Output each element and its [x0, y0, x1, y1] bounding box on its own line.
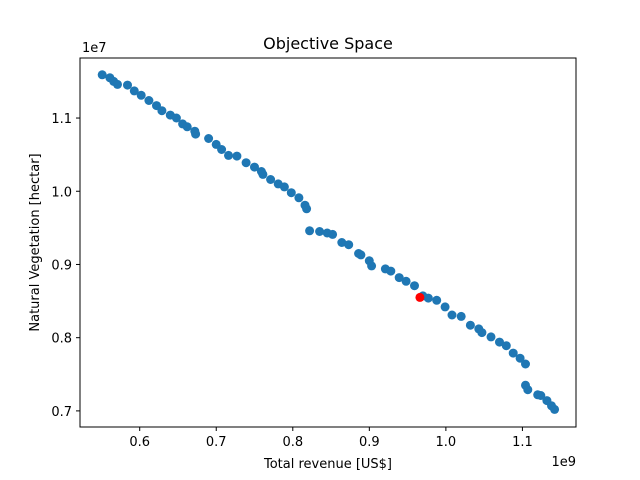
- selected-data-point: [415, 292, 425, 302]
- data-point: [171, 113, 181, 123]
- data-point: [523, 385, 533, 395]
- plot-area: [97, 70, 560, 414]
- y-tick-label: 0.7: [51, 405, 72, 420]
- data-point: [305, 226, 315, 236]
- data-point: [232, 151, 242, 161]
- data-point: [204, 134, 214, 143]
- data-point: [356, 250, 366, 260]
- data-point: [129, 86, 139, 96]
- x-axis-label: Total revenue [US$]: [263, 457, 392, 472]
- data-point: [536, 391, 546, 400]
- y-axis-label: Natural Vegetation [hectar]: [28, 153, 43, 331]
- x-tick-label: 0.7: [206, 435, 227, 450]
- data-point: [521, 359, 530, 369]
- selected-solution-series: [415, 292, 425, 302]
- data-point: [423, 293, 433, 303]
- data-point: [113, 79, 122, 89]
- x-offset-label: 1e9: [551, 455, 576, 470]
- data-point: [97, 70, 107, 80]
- data-point: [144, 96, 154, 105]
- data-point: [157, 106, 167, 116]
- data-point: [477, 328, 487, 338]
- data-point: [394, 273, 404, 283]
- data-point: [508, 348, 518, 358]
- x-tick-label: 0.9: [359, 435, 380, 450]
- y-tick-label: 0.9: [51, 258, 72, 273]
- pareto-series: [97, 70, 560, 414]
- y-offset-label: 1e7: [82, 41, 107, 56]
- data-point: [266, 175, 276, 184]
- data-point: [328, 229, 338, 239]
- data-point: [182, 122, 192, 132]
- data-point: [410, 281, 419, 291]
- chart-title: Objective Space: [263, 34, 393, 53]
- data-point: [258, 169, 268, 179]
- data-point: [447, 310, 457, 320]
- data-point: [279, 182, 289, 192]
- data-point: [456, 311, 466, 321]
- data-point: [367, 261, 377, 271]
- y-axis: 0.7 0.8 0.9 1.0 1.1: [51, 112, 80, 420]
- x-tick-label: 1.1: [512, 435, 533, 450]
- data-point: [302, 204, 312, 214]
- data-point: [432, 295, 442, 305]
- axes-frame: [79, 57, 577, 428]
- data-point: [386, 266, 396, 276]
- data-point: [136, 90, 146, 100]
- data-point: [315, 227, 325, 236]
- x-axis: 0.6 0.7 0.8 0.9 1.0 1.1: [129, 427, 533, 450]
- x-tick-label: 0.6: [129, 435, 150, 450]
- y-tick-label: 1.1: [51, 112, 72, 127]
- data-point: [440, 302, 450, 312]
- data-point: [465, 320, 475, 330]
- data-point: [123, 80, 132, 90]
- data-point: [286, 188, 296, 198]
- data-point: [501, 341, 511, 351]
- data-point: [401, 276, 411, 286]
- data-point: [344, 240, 354, 250]
- y-tick-label: 1.0: [51, 185, 72, 200]
- data-point: [294, 193, 304, 203]
- data-point: [337, 238, 347, 247]
- data-point: [515, 353, 525, 363]
- data-point: [241, 158, 251, 168]
- data-point: [550, 404, 560, 414]
- data-point: [224, 150, 233, 160]
- data-point: [250, 162, 259, 172]
- y-tick-label: 0.8: [51, 332, 72, 347]
- data-point: [486, 332, 496, 342]
- data-point: [191, 129, 201, 139]
- x-tick-label: 0.8: [282, 435, 303, 450]
- data-point: [495, 337, 504, 347]
- data-point: [217, 145, 227, 154]
- x-tick-label: 1.0: [436, 435, 457, 450]
